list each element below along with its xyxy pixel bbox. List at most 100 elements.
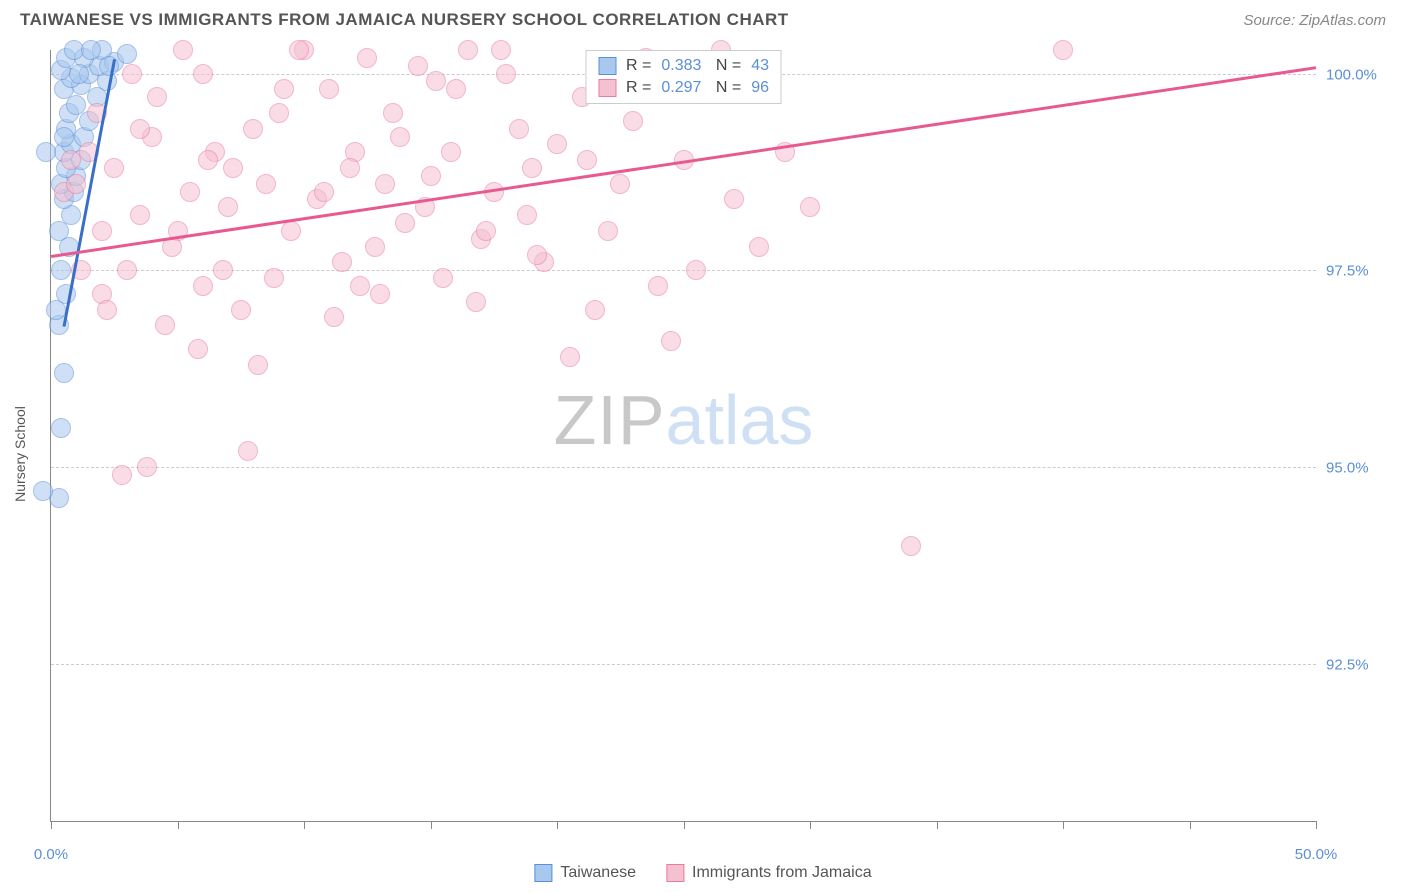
x-tick xyxy=(1190,821,1191,829)
data-point xyxy=(264,268,284,288)
data-point xyxy=(112,465,132,485)
x-tick xyxy=(51,821,52,829)
data-point xyxy=(375,174,395,194)
data-point xyxy=(509,119,529,139)
data-point xyxy=(188,339,208,359)
x-tick-label: 50.0% xyxy=(1295,846,1338,863)
data-point xyxy=(390,127,410,147)
data-point xyxy=(610,174,630,194)
swatch-taiwanese-icon xyxy=(598,57,616,75)
watermark: ZIPatlas xyxy=(554,380,814,460)
data-point xyxy=(458,40,478,60)
x-tick xyxy=(1316,821,1317,829)
data-point xyxy=(122,64,142,84)
data-point xyxy=(69,64,89,84)
data-point xyxy=(749,237,769,257)
gridline: 92.5% xyxy=(51,664,1316,665)
data-point xyxy=(370,284,390,304)
data-point xyxy=(61,150,81,170)
data-point xyxy=(54,127,74,147)
data-point xyxy=(231,300,251,320)
data-point xyxy=(357,48,377,68)
legend-item-taiwanese: Taiwanese xyxy=(534,864,636,882)
data-point xyxy=(476,221,496,241)
data-point xyxy=(213,260,233,280)
data-point xyxy=(560,347,580,367)
data-point xyxy=(92,221,112,241)
data-point xyxy=(365,237,385,257)
data-point xyxy=(193,276,213,296)
data-point xyxy=(661,331,681,351)
data-point xyxy=(491,40,511,60)
y-axis-label: Nursery School xyxy=(12,406,28,502)
data-point xyxy=(155,315,175,335)
data-point xyxy=(99,56,119,76)
x-tick-label: 0.0% xyxy=(34,846,68,863)
data-point xyxy=(218,197,238,217)
x-tick xyxy=(431,821,432,829)
chart-plot-area: ZIPatlas R =0.383 N =43 R =0.297 N =96 9… xyxy=(50,50,1316,822)
data-point xyxy=(248,355,268,375)
data-point xyxy=(130,205,150,225)
data-point xyxy=(256,174,276,194)
data-point xyxy=(198,150,218,170)
x-tick xyxy=(1063,821,1064,829)
swatch-taiwanese-icon xyxy=(534,864,552,882)
data-point xyxy=(383,103,403,123)
data-point xyxy=(117,44,137,64)
data-point xyxy=(54,363,74,383)
x-tick xyxy=(178,821,179,829)
legend-label: Taiwanese xyxy=(560,864,636,882)
data-point xyxy=(238,441,258,461)
data-point xyxy=(340,158,360,178)
stats-row-jamaica: R =0.297 N =96 xyxy=(598,77,769,99)
data-point xyxy=(51,260,71,280)
data-point xyxy=(66,95,86,115)
legend-label: Immigrants from Jamaica xyxy=(692,864,872,882)
data-point xyxy=(104,158,124,178)
data-point xyxy=(269,103,289,123)
data-point xyxy=(623,111,643,131)
data-point xyxy=(319,79,339,99)
data-point xyxy=(517,205,537,225)
data-point xyxy=(441,142,461,162)
data-point xyxy=(724,189,744,209)
source-label: Source: ZipAtlas.com xyxy=(1243,12,1386,29)
x-tick xyxy=(304,821,305,829)
data-point xyxy=(395,213,415,233)
data-point xyxy=(577,150,597,170)
data-point xyxy=(527,245,547,265)
chart-title: TAIWANESE VS IMMIGRANTS FROM JAMAICA NUR… xyxy=(20,10,789,30)
y-tick-label: 97.5% xyxy=(1326,263,1369,280)
data-point xyxy=(598,221,618,241)
data-point xyxy=(648,276,668,296)
gridline: 97.5% xyxy=(51,270,1316,271)
data-point xyxy=(1053,40,1073,60)
bottom-legend: Taiwanese Immigrants from Jamaica xyxy=(534,864,871,882)
data-point xyxy=(324,307,344,327)
x-tick xyxy=(810,821,811,829)
y-tick-label: 95.0% xyxy=(1326,459,1369,476)
data-point xyxy=(33,481,53,501)
x-tick xyxy=(684,821,685,829)
data-point xyxy=(46,300,66,320)
data-point xyxy=(433,268,453,288)
data-point xyxy=(97,300,117,320)
swatch-jamaica-icon xyxy=(598,79,616,97)
data-point xyxy=(350,276,370,296)
data-point xyxy=(496,64,516,84)
data-point xyxy=(193,64,213,84)
gridline: 95.0% xyxy=(51,467,1316,468)
data-point xyxy=(281,221,301,241)
data-point xyxy=(180,182,200,202)
data-point xyxy=(51,418,71,438)
data-point xyxy=(686,260,706,280)
data-point xyxy=(289,40,309,60)
data-point xyxy=(547,134,567,154)
data-point xyxy=(314,182,334,202)
data-point xyxy=(117,260,137,280)
legend-item-jamaica: Immigrants from Jamaica xyxy=(666,864,872,882)
data-point xyxy=(332,252,352,272)
data-point xyxy=(173,40,193,60)
data-point xyxy=(137,457,157,477)
